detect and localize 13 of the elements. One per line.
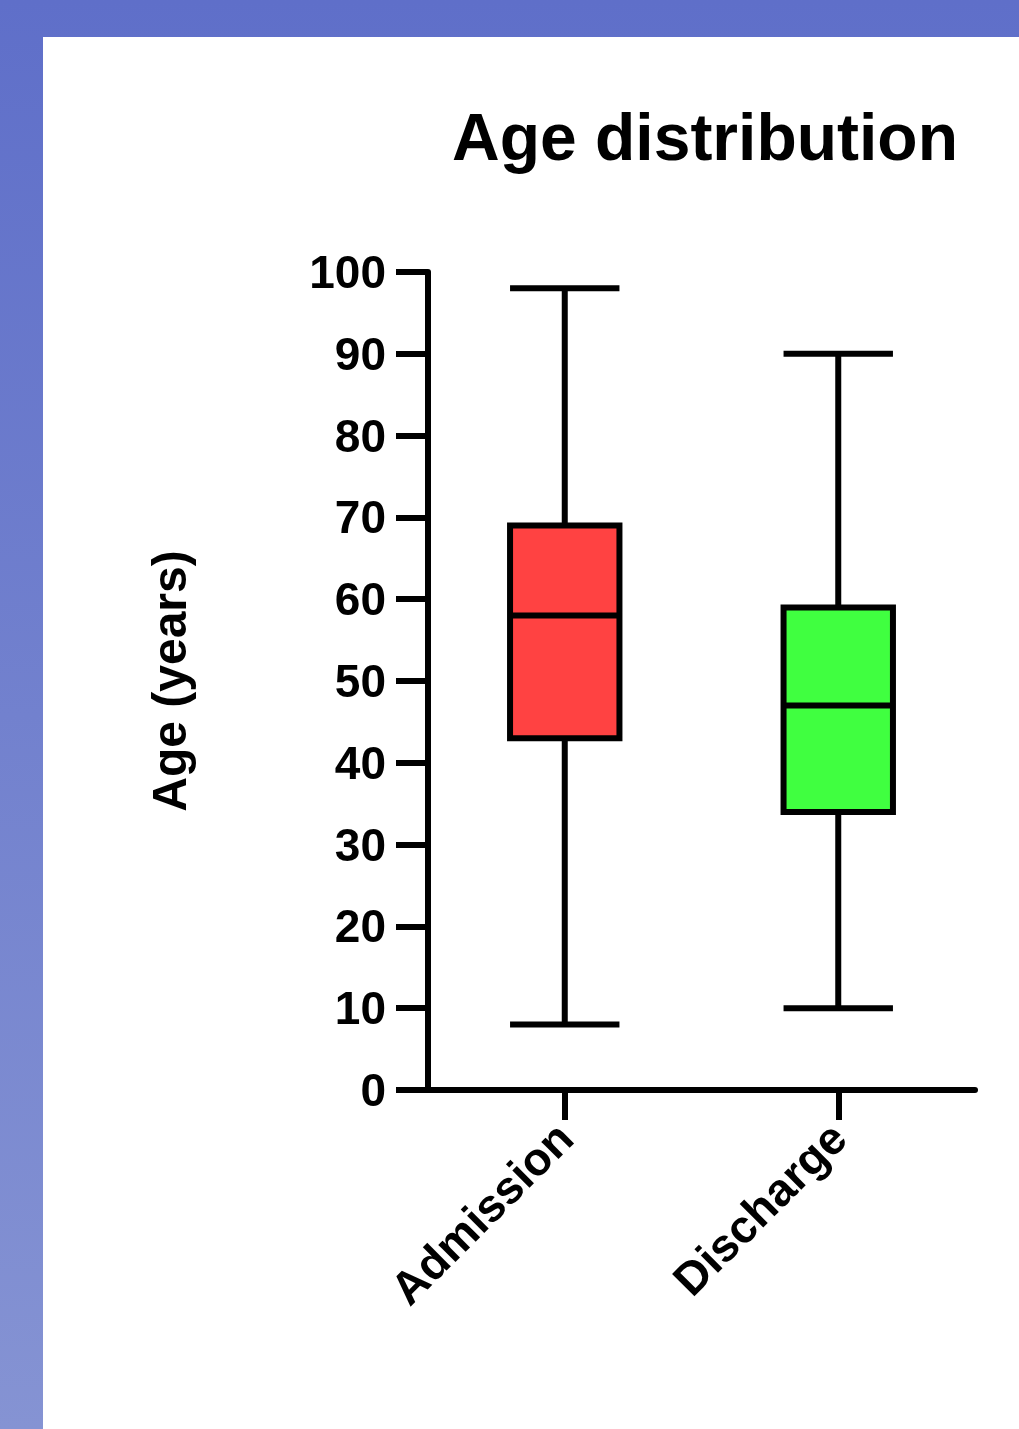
y-tick-label: 30 <box>334 818 386 871</box>
y-tick-label: 10 <box>334 982 386 1035</box>
y-tick-label: 80 <box>334 409 386 462</box>
y-tick-label: 90 <box>334 327 386 380</box>
y-tick-label: 0 <box>360 1064 386 1116</box>
y-tick-label: 40 <box>334 736 386 789</box>
y-tick-label: 50 <box>334 655 386 707</box>
y-tick-label: 70 <box>334 491 386 544</box>
y-tick-label: 20 <box>334 900 386 953</box>
y-axis-title: Age (years) <box>142 550 196 812</box>
y-tick-label: 60 <box>334 573 386 626</box>
y-tick-label: 100 <box>309 246 386 298</box>
chart-title: Age distribution <box>452 100 958 174</box>
